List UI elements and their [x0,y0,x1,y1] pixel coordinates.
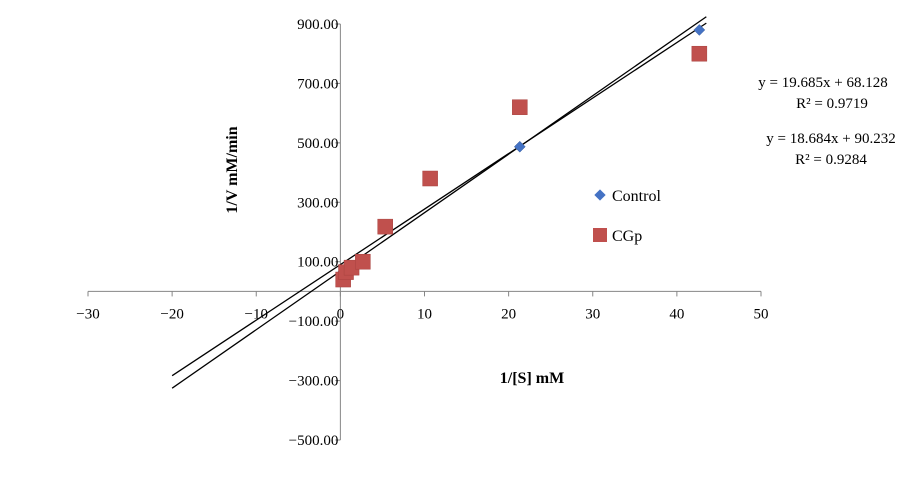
data-point-control [513,140,526,153]
data-point-cgp [355,253,371,270]
legend: Control CGp [593,188,661,245]
x-tick-label: 0 [337,306,345,322]
data-point-cgp [377,218,393,235]
y-tick-label: 700.00 [297,76,338,92]
trendline-cgp [171,22,707,377]
data-point-cgp [422,170,438,187]
data-point-control [693,24,706,36]
x-tick-label: 20 [501,306,516,322]
ticks: −30 −20 −10 0 10 20 30 40 50 900.00 700.00 500.00 30… [76,17,768,449]
data-point-cgp [691,45,708,62]
x-axis-title: 1/[S] mM [500,370,564,387]
trendlines [171,16,707,389]
trendline-control [171,16,707,389]
trendline-equations: y = 19.685x + 68.128 R² = 0.9719 y = 18.68… [758,75,895,168]
y-tick-label: 500.00 [297,136,338,152]
axes [88,24,761,440]
y-tick-label: −500.00 [289,433,339,449]
x-tick-label: 30 [585,306,600,322]
markers [335,24,708,288]
r-squared-cgp: R² = 0.9284 [795,152,867,168]
r-squared-control: R² = 0.9719 [796,96,868,112]
legend-marker-cgp [593,228,607,242]
equation-control: y = 19.685x + 68.128 [758,75,887,91]
y-tick-label: −300.00 [289,374,339,390]
y-axis-title: 1/V mM/min [224,126,241,213]
x-tick-label: 50 [754,306,769,322]
x-tick-label: −30 [76,306,99,322]
y-tick-label: 900.00 [297,17,338,33]
equation-cgp: y = 18.684x + 90.232 [766,131,895,147]
x-tick-label: −20 [160,306,183,322]
legend-label-control: Control [612,188,661,205]
legend-marker-control [594,189,606,201]
legend-item-cgp: CGp [593,228,642,245]
x-tick-label: 40 [669,306,684,322]
legend-label-cgp: CGp [612,228,642,245]
x-tick-label: −10 [245,306,268,322]
data-point-cgp [512,99,528,115]
y-tick-label: −100.00 [289,314,339,330]
y-tick-label: 300.00 [297,195,338,211]
y-tick-label: 100.00 [297,255,338,271]
legend-item-control: Control [594,188,661,205]
x-tick-label: 10 [417,306,432,322]
